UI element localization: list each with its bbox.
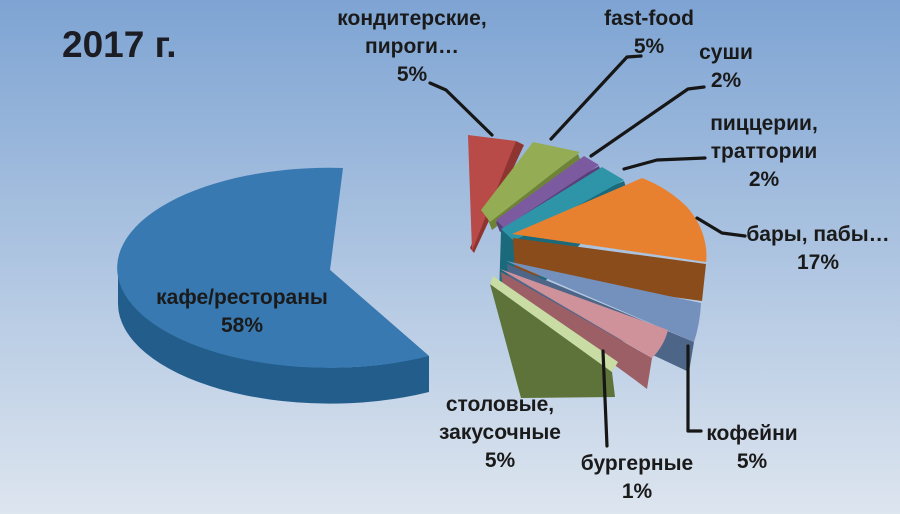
- label-burgernye: бургерные 1%: [581, 450, 693, 506]
- chart-title: 2017 г.: [62, 24, 177, 65]
- leader-line-bary-paby: [695, 216, 747, 238]
- pie-slice-burgernye-top: [500, 269, 668, 358]
- label-kafe-restorany: кафе/рестораны 58%: [156, 284, 328, 340]
- label-stolovye: столовые, закусочные 5%: [439, 391, 561, 475]
- label-kofeyni-line1: кофейни: [706, 422, 798, 445]
- percent-pizzerii: 2%: [748, 168, 780, 191]
- pie-slice-kafe-restorany-side: [118, 268, 429, 404]
- label-pizzerii-line2: траттории: [710, 140, 818, 163]
- pie-slice-bary-paby-side: [513, 238, 706, 301]
- pie-slice-stolovye-side: [490, 284, 615, 398]
- percent-kofeyni: 5%: [736, 450, 768, 473]
- label-pizzerii: пиццерии, траттории 2%: [710, 110, 818, 194]
- percent-konditerskie: 5%: [396, 63, 428, 86]
- leader-line-sushi: [589, 85, 706, 158]
- percent-stolovye: 5%: [484, 449, 516, 472]
- label-konditerskie: кондитерские, пироги… 5%: [337, 5, 486, 89]
- pie-slice-kafe-restorany-top: [117, 167, 430, 368]
- label-fastfood-line1: fast-food: [604, 7, 694, 30]
- label-bary-paby-line1: бары, пабы…: [746, 223, 890, 246]
- pie-slice-konditerskie-top: [468, 135, 516, 251]
- percent-sushi: 2%: [710, 69, 742, 92]
- percent-fastfood: 5%: [633, 35, 665, 58]
- label-stolovye-line1: столовые,: [445, 393, 555, 416]
- leader-line-kofeyni: [686, 344, 703, 433]
- leader-line-fastfood: [549, 54, 643, 141]
- pie-slice-stolovye-top: [490, 276, 618, 372]
- label-kofeyni: кофейни 5%: [706, 420, 797, 476]
- pie-slice-fastfood-top: [481, 142, 580, 222]
- callout-lines: [428, 54, 747, 448]
- leader-line-burgernye: [601, 349, 609, 448]
- label-sushi-line1: суши: [699, 41, 753, 64]
- percent-burgernye: 1%: [621, 480, 653, 503]
- label-pizzerii-line1: пиццерии,: [710, 112, 818, 135]
- label-konditerskie-line1: кондитерские,: [337, 7, 487, 30]
- label-burgernye-line1: бургерные: [580, 452, 694, 475]
- label-fastfood: fast-food 5%: [604, 5, 694, 61]
- label-kafe-restorany-line1: кафе/рестораны: [156, 286, 328, 309]
- label-stolovye-line2: закусочные: [439, 421, 561, 444]
- label-bary-paby: бары, пабы… 17%: [746, 221, 889, 277]
- leader-line-pizzerii: [622, 156, 707, 171]
- label-sushi: суши 2%: [699, 39, 753, 95]
- pie-slice-pizzerii-top: [501, 167, 624, 241]
- label-konditerskie-line2: пироги…: [365, 35, 459, 58]
- leader-line-konditerskie: [428, 81, 494, 137]
- percent-bary-paby: 17%: [796, 251, 840, 274]
- pie-slice-bary-paby-top: [512, 178, 707, 262]
- pie-slice-sushi-top: [496, 156, 599, 228]
- pie-slice-kofeyni-top: [506, 261, 701, 342]
- percent-kafe-restorany: 58%: [220, 314, 264, 337]
